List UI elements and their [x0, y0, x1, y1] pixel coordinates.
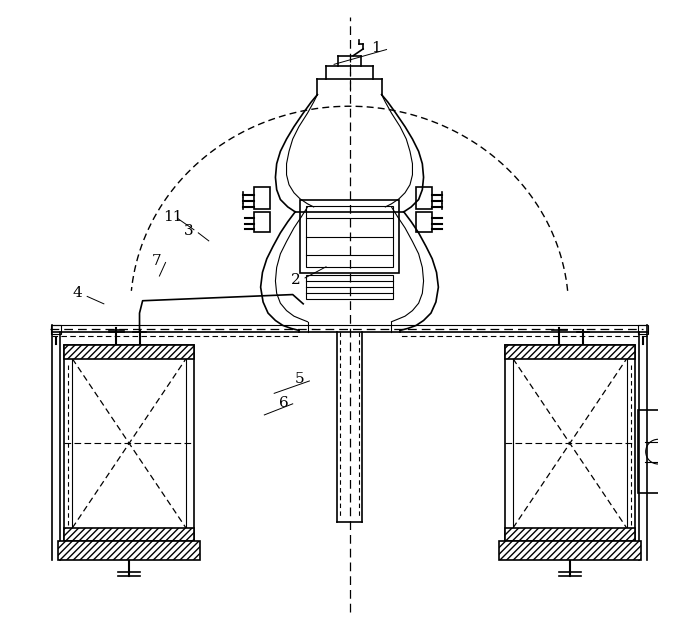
Text: 2: 2: [291, 273, 301, 288]
Bar: [638, 410, 672, 494]
Bar: [505, 345, 635, 359]
Bar: [638, 326, 648, 334]
Bar: [513, 353, 626, 533]
Bar: [675, 416, 688, 487]
Bar: [505, 345, 635, 541]
Bar: [416, 212, 432, 232]
Text: 7: 7: [152, 254, 161, 268]
Bar: [58, 541, 200, 560]
Bar: [64, 345, 194, 359]
Bar: [305, 206, 394, 267]
Bar: [64, 528, 194, 541]
Bar: [305, 275, 394, 299]
Text: 11: 11: [163, 210, 182, 224]
Bar: [505, 528, 635, 541]
Text: 3: 3: [184, 224, 194, 238]
Bar: [254, 212, 271, 232]
Bar: [254, 187, 270, 210]
Bar: [416, 187, 432, 210]
Text: 5: 5: [295, 372, 305, 386]
Bar: [73, 353, 186, 533]
Bar: [64, 345, 194, 541]
Bar: [499, 541, 641, 560]
Bar: [51, 326, 61, 334]
Text: 1: 1: [371, 41, 381, 55]
Text: 4: 4: [73, 286, 82, 299]
Text: 6: 6: [278, 396, 288, 410]
Bar: [300, 200, 399, 273]
